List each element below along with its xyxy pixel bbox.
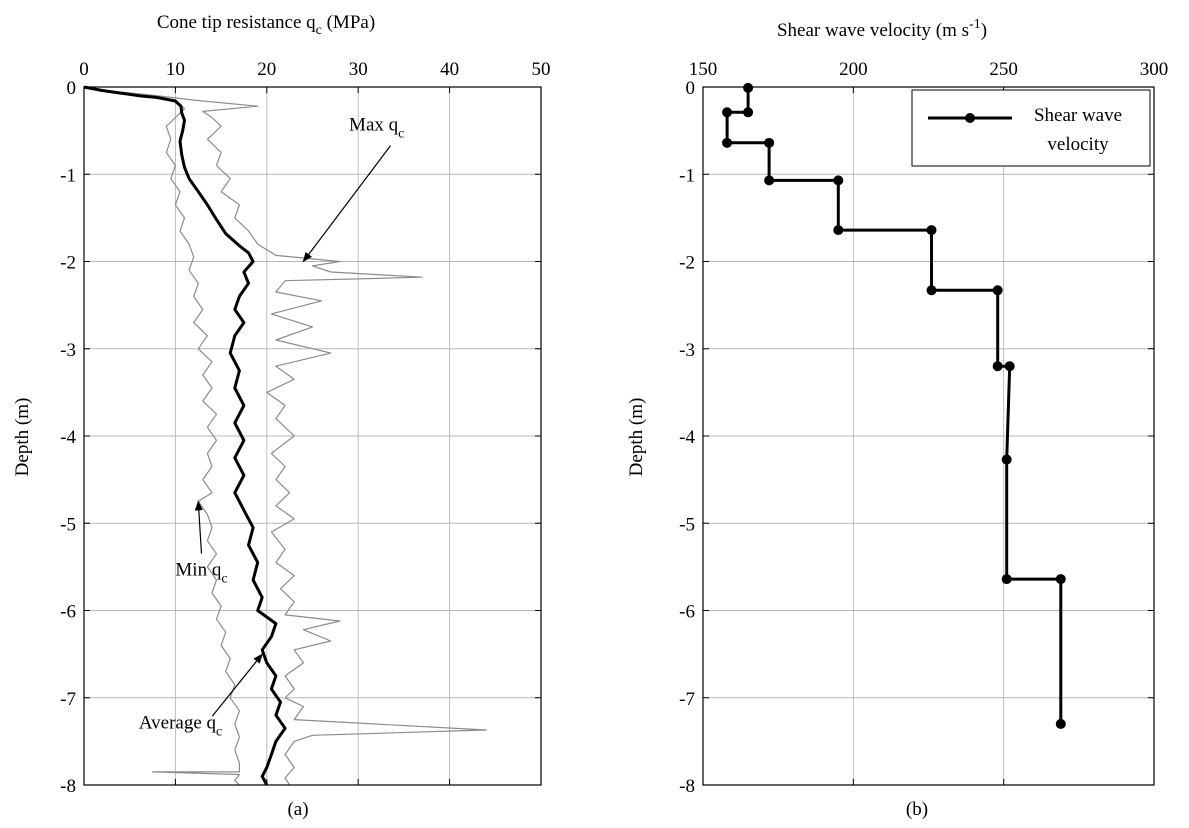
y-tick-label: -7 [60,689,76,710]
annotation-label: Min qc [175,560,227,587]
chart-a-series [83,85,487,786]
chart-a-ticks: 0 10 20 30 40 50 0 -1 -2 -3 -4 -5 -6 -7 -8 [60,59,550,797]
data-point-marker [722,107,733,118]
annotation-arrow [194,500,203,554]
data-point-marker [764,137,775,148]
data-point-marker [764,175,775,186]
chart-a-grid [84,87,541,785]
chart-a-annotations: Max qc Min qc Average qc [139,115,405,740]
data-point-marker [1001,574,1012,585]
chart-b-ticks: 150 200 250 300 0 -1 -2 -3 -4 -5 -6 -7 -8 [679,59,1168,797]
chart-a-title: Cone tip resistance qc (MPa) [157,12,375,38]
data-point-marker [1004,361,1015,372]
series-line-max-q [88,88,487,786]
series-line-average-q [83,85,287,786]
annotation-label: Max qc [349,115,404,142]
x-tick-label: 50 [532,59,551,80]
data-point-marker [833,225,844,236]
chart-b-title: Shear wave velocity (m s-1) [777,17,987,41]
annotation-label: Average qc [139,712,222,739]
data-point-marker [992,285,1003,296]
x-tick-label: 10 [166,59,185,80]
chart-b-caption: (b) [906,799,928,820]
data-point-marker [1055,574,1066,585]
chart-b-series [722,82,1066,729]
y-tick-label: -2 [60,253,76,274]
x-tick-label: 30 [349,59,368,80]
y-tick-label: -2 [679,253,695,274]
data-point-marker [722,137,733,148]
series-line-min-q [83,87,240,786]
y-tick-label: -1 [679,165,695,186]
series-line-shear-wave-velocity [725,87,1063,724]
annotation-arrow [302,145,392,263]
y-tick-label: -8 [679,776,695,797]
legend-label-line2: velocity [1047,134,1109,155]
legend-label-line1: Shear wave [1034,105,1122,126]
chart-b-legend: Shear wave velocity [911,89,1151,167]
annotation-arrow [211,653,263,717]
y-tick-label: -8 [60,776,76,797]
y-tick-label: 0 [67,78,77,99]
y-tick-label: -5 [60,514,76,535]
legend-box [911,89,1151,167]
x-tick-label: 300 [1140,59,1169,80]
x-tick-label: 40 [440,59,459,80]
x-tick-label: 250 [989,59,1018,80]
data-point-marker [1055,718,1066,729]
data-point-marker [992,361,1003,372]
x-tick-label: 0 [79,59,89,80]
y-tick-label: -3 [60,340,76,361]
y-tick-label: -4 [60,427,76,448]
y-tick-label: -1 [60,165,76,186]
data-point-marker [1001,454,1012,465]
panel-b-shear-wave-velocity: Shear wave velocity (m s-1) Depth (m) (b… [626,17,1168,820]
chart-b-grid [703,87,1154,785]
data-point-marker [926,285,937,296]
chart-a-ylabel: Depth (m) [12,398,33,477]
x-tick-label: 20 [257,59,276,80]
y-tick-label: -3 [679,340,695,361]
y-tick-label: -5 [679,514,695,535]
chart-b-plot-frame [702,86,1155,786]
data-point-marker [926,225,937,236]
data-point-marker [743,82,754,93]
chart-a-caption: (a) [287,799,308,820]
data-point-marker [833,175,844,186]
chart-a-plot-frame [83,86,542,786]
y-tick-label: -7 [679,689,695,710]
legend-marker-sample [965,113,975,123]
x-tick-label: 150 [689,59,718,80]
y-tick-label: -6 [679,602,695,623]
y-tick-label: -6 [60,602,76,623]
data-point-marker [743,107,754,118]
y-tick-label: 0 [686,78,696,99]
y-tick-label: -4 [679,427,695,448]
panel-a-cone-tip-resistance: Cone tip resistance qc (MPa) Depth (m) (… [12,12,551,820]
x-tick-label: 200 [839,59,868,80]
chart-b-ylabel: Depth (m) [626,398,647,477]
